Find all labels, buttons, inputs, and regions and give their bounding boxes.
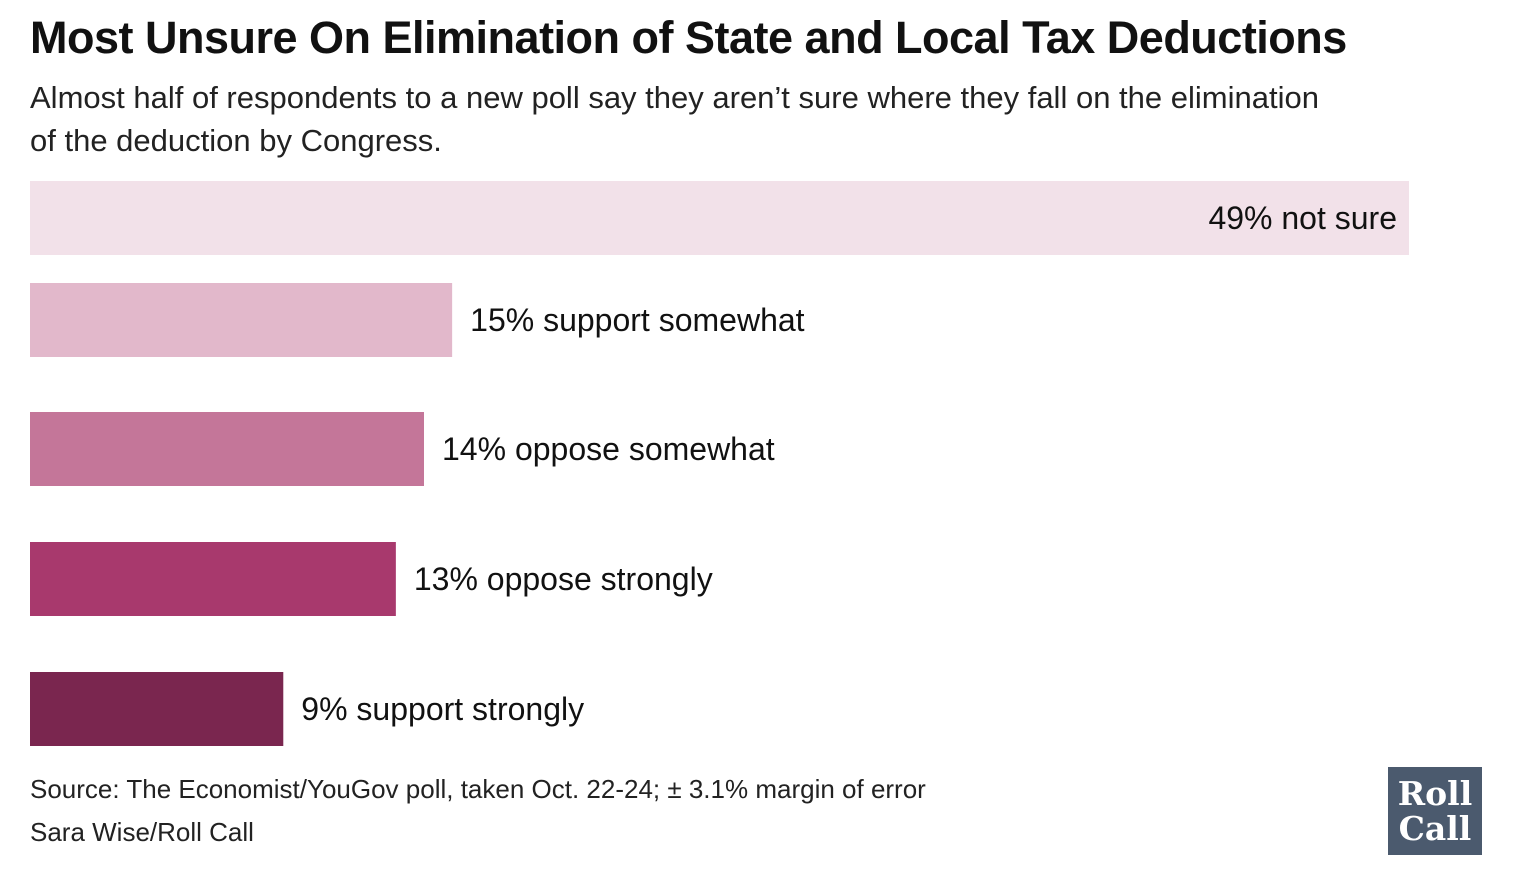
bar-oppose-somewhat xyxy=(30,412,424,486)
bar-label-support-strongly: 9% support strongly xyxy=(301,691,584,727)
roll-call-logo: Roll Call xyxy=(1388,767,1482,855)
chart-subtitle: Almost half of respondents to a new poll… xyxy=(30,80,1319,158)
bar-label-not-sure: 49% not sure xyxy=(1208,200,1397,236)
source-note: Source: The Economist/YouGov poll, taken… xyxy=(30,774,926,804)
logo-line-2: Call xyxy=(1398,809,1472,848)
bar-support-somewhat xyxy=(30,283,453,357)
credit-line: Sara Wise/Roll Call xyxy=(30,817,254,847)
logo-line-1: Roll xyxy=(1397,774,1473,813)
bar-chart: 49% not sure 15% support somewhat 14% oppo… xyxy=(30,181,1409,746)
bar-support-strongly xyxy=(30,672,284,746)
chart-title: Most Unsure On Elimination of State and … xyxy=(30,12,1347,63)
bar-oppose-strongly xyxy=(30,542,396,616)
bar-label-support-somewhat: 15% support somewhat xyxy=(470,302,805,338)
bar-label-oppose-somewhat: 14% oppose somewhat xyxy=(442,431,775,467)
bar-label-oppose-strongly: 13% oppose strongly xyxy=(414,561,713,597)
bar-not-sure xyxy=(30,181,1409,255)
